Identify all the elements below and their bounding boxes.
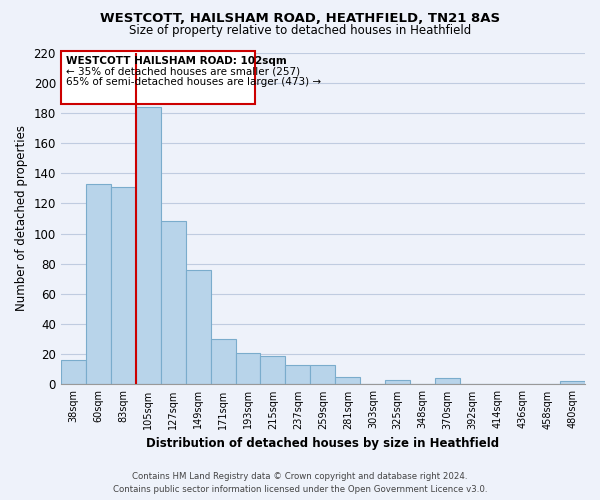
Bar bbox=[185, 270, 211, 384]
Bar bbox=[335, 377, 361, 384]
Bar bbox=[211, 339, 236, 384]
Bar bbox=[111, 187, 136, 384]
Bar bbox=[310, 365, 335, 384]
Bar bbox=[236, 352, 260, 384]
Bar bbox=[86, 184, 111, 384]
Text: WESTCOTT HAILSHAM ROAD: 102sqm: WESTCOTT HAILSHAM ROAD: 102sqm bbox=[66, 56, 287, 66]
Text: Contains HM Land Registry data © Crown copyright and database right 2024.
Contai: Contains HM Land Registry data © Crown c… bbox=[113, 472, 487, 494]
Bar bbox=[435, 378, 460, 384]
Text: 65% of semi-detached houses are larger (473) →: 65% of semi-detached houses are larger (… bbox=[66, 76, 321, 86]
Bar bbox=[560, 382, 585, 384]
Y-axis label: Number of detached properties: Number of detached properties bbox=[15, 126, 28, 312]
FancyBboxPatch shape bbox=[61, 51, 256, 104]
Bar bbox=[286, 365, 310, 384]
Bar bbox=[136, 107, 161, 384]
Bar bbox=[61, 360, 86, 384]
Bar bbox=[385, 380, 410, 384]
Bar bbox=[260, 356, 286, 384]
X-axis label: Distribution of detached houses by size in Heathfield: Distribution of detached houses by size … bbox=[146, 437, 499, 450]
Bar bbox=[161, 222, 185, 384]
Text: Size of property relative to detached houses in Heathfield: Size of property relative to detached ho… bbox=[129, 24, 471, 37]
Text: ← 35% of detached houses are smaller (257): ← 35% of detached houses are smaller (25… bbox=[66, 66, 300, 76]
Text: WESTCOTT, HAILSHAM ROAD, HEATHFIELD, TN21 8AS: WESTCOTT, HAILSHAM ROAD, HEATHFIELD, TN2… bbox=[100, 12, 500, 26]
